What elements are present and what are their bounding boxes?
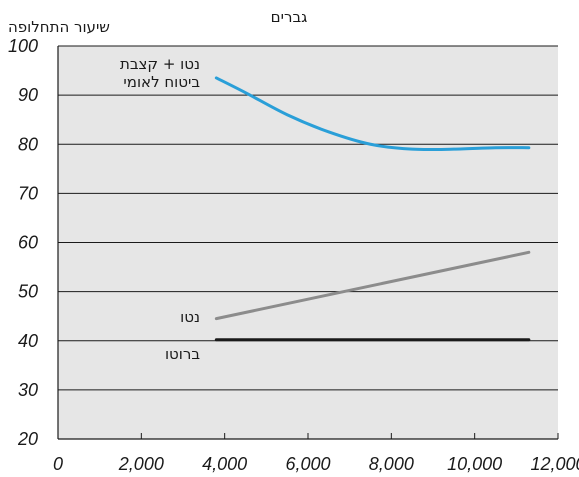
- x-tick-label: 8,000: [369, 454, 414, 474]
- x-tick-label: 12,000: [530, 454, 579, 474]
- series-label-line: ברוטו: [165, 345, 200, 363]
- series-label-line: ביטוח לאומי: [123, 73, 200, 91]
- series-label-line: נטו: [180, 308, 200, 326]
- series-line-1: [214, 250, 531, 321]
- series-label-line: נטו + קצבת: [120, 55, 200, 73]
- y-tick-label: 60: [18, 233, 38, 253]
- series-group: [214, 76, 531, 342]
- x-tick-label: 2,000: [118, 454, 164, 474]
- tick-labels: 20 30 40 50 60 70 80 90 100 0 2,000 4,000 6,000 8,000…: [8, 36, 579, 474]
- chart-title: גברים: [271, 8, 308, 26]
- x-tick-label: 6,000: [285, 454, 330, 474]
- y-tick-label: 80: [18, 134, 38, 154]
- y-tick-label: 40: [18, 331, 38, 351]
- y-tick-label: 20: [17, 429, 38, 449]
- y-tick-label: 100: [8, 36, 38, 56]
- series-label-1: נטו: [180, 308, 200, 326]
- series-label-2: ברוטו: [165, 345, 200, 363]
- y-tick-label: 30: [18, 380, 38, 400]
- y-axis-label: שיעור התחלופה: [8, 18, 110, 36]
- y-tick-label: 70: [18, 183, 38, 203]
- series-label-0: נטו + קצבת ביטוח לאומי: [120, 55, 200, 91]
- series-line-0: [214, 76, 531, 152]
- x-tick-label: 0: [53, 454, 63, 474]
- x-tick-label: 10,000: [447, 454, 502, 474]
- y-tick-label: 50: [18, 282, 38, 302]
- axes: [57, 46, 559, 440]
- x-tick-label: 4,000: [202, 454, 247, 474]
- series-labels: נטו + קצבת ביטוח לאומי נטו ברוטו: [120, 55, 200, 363]
- y-tick-label: 90: [18, 85, 38, 105]
